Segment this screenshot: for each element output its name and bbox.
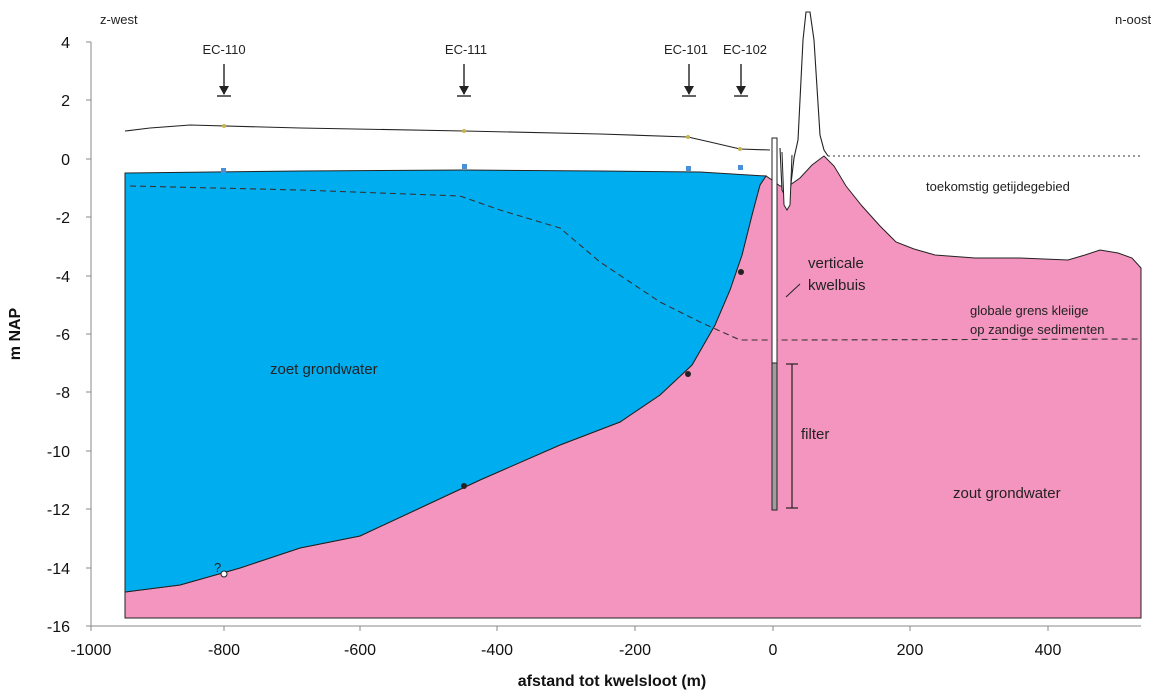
well-label-ec110: EC-110 — [202, 42, 245, 57]
future-tidal-label: toekomstig getijdegebied — [926, 179, 1070, 194]
y-tick-label: -16 — [47, 619, 70, 636]
x-tick-label: -800 — [208, 642, 240, 659]
y-tick-label: 2 — [61, 93, 70, 110]
fresh-groundwater-label: zoet grondwater — [270, 361, 378, 378]
y-tick-label: -6 — [56, 327, 70, 344]
tube-pointer-line — [785, 283, 801, 298]
y-ticks — [86, 41, 91, 627]
y-tick-label: -8 — [56, 385, 70, 402]
well-label-ec102: EC-102 — [723, 42, 767, 57]
surface-marker — [738, 147, 742, 151]
water-level-marker — [738, 165, 743, 170]
filter-label: filter — [801, 426, 829, 443]
surface-marker — [222, 124, 226, 128]
x-tick-label: 0 — [769, 642, 778, 659]
y-tick-label: -14 — [47, 561, 70, 578]
ditch-profile — [781, 151, 793, 211]
ground-surface-line — [124, 124, 771, 151]
x-axis-title: afstand tot kwelsloot (m) — [518, 673, 706, 690]
water-level-marker — [686, 166, 691, 171]
water-level-marker — [462, 164, 467, 169]
x-tick-label: 400 — [1035, 642, 1062, 659]
measurement-point-uncertain — [220, 570, 228, 578]
x-tick-label: -1000 — [71, 642, 112, 659]
measurement-point — [738, 269, 744, 275]
well-arrow-ec102 — [734, 64, 748, 97]
well-label-ec101: EC-101 — [664, 42, 708, 57]
y-axis-title: m NAP — [7, 307, 24, 360]
surface-marker — [462, 129, 466, 133]
x-ticks — [90, 626, 1049, 631]
x-tick-label: -200 — [619, 642, 651, 659]
well-arrow-ec110 — [217, 64, 231, 97]
y-tick-label: -2 — [56, 210, 70, 227]
uncertain-question-mark: ? — [214, 560, 221, 575]
water-level-marker — [221, 168, 226, 173]
x-tick-label: 200 — [897, 642, 924, 659]
y-tick-label: -4 — [56, 269, 70, 286]
well-label-ec111: EC-111 — [445, 42, 487, 57]
y-tick-label: 0 — [61, 152, 70, 169]
x-tick-label: -600 — [344, 642, 376, 659]
salt-groundwater-label: zout grondwater — [953, 485, 1061, 502]
boundary-label-line2: op zandige sedimenten — [970, 322, 1104, 337]
tube-label-line2: kwelbuis — [808, 277, 866, 294]
y-tick-label: -12 — [47, 502, 70, 519]
tube-label-line1: verticale — [808, 255, 864, 272]
boundary-label-line1: globale grens kleiige — [970, 303, 1089, 318]
fresh-groundwater-area — [124, 169, 767, 593]
y-tick-label: -10 — [47, 444, 70, 461]
well-arrow-ec111 — [457, 64, 471, 97]
measurement-point — [461, 483, 467, 489]
y-tick-label: 4 — [61, 35, 70, 52]
filter-section — [771, 362, 778, 511]
well-arrow-ec101 — [682, 64, 696, 97]
measurement-point — [685, 371, 691, 377]
x-tick-label: -400 — [481, 642, 513, 659]
orientation-left: z-west — [100, 12, 138, 27]
surface-marker — [686, 135, 690, 139]
orientation-right: n-oost — [1115, 12, 1152, 27]
